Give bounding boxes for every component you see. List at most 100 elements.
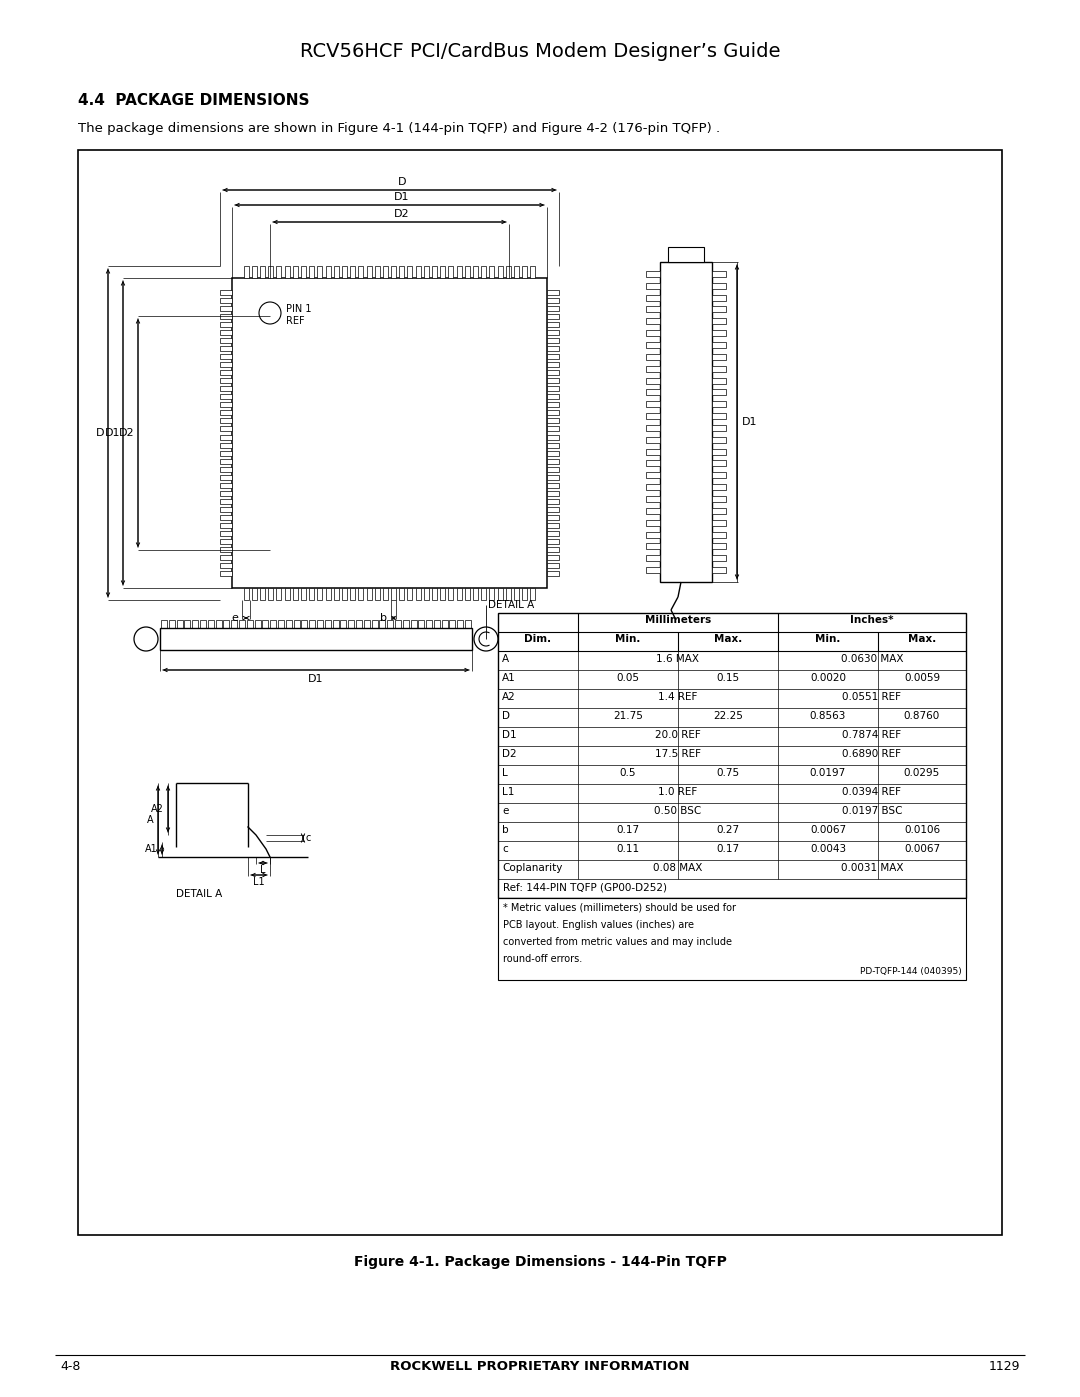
Bar — [489, 588, 495, 599]
Bar — [448, 265, 454, 278]
Bar — [457, 265, 461, 278]
Bar — [301, 620, 308, 629]
Bar — [498, 265, 502, 278]
Bar — [220, 353, 232, 359]
Bar — [220, 298, 232, 303]
Bar — [498, 613, 966, 898]
Bar — [712, 295, 726, 300]
Bar — [514, 588, 519, 599]
Bar — [407, 265, 413, 278]
Bar — [383, 588, 388, 599]
Bar — [546, 379, 559, 383]
Bar — [712, 555, 726, 562]
Bar — [546, 426, 559, 432]
Text: Figure 4-1. Package Dimensions - 144-Pin TQFP: Figure 4-1. Package Dimensions - 144-Pin… — [353, 1255, 727, 1268]
Bar — [546, 419, 559, 423]
Bar — [220, 531, 232, 536]
Bar — [220, 475, 232, 479]
Bar — [356, 620, 362, 629]
Bar — [441, 588, 445, 599]
Text: Coplanarity: Coplanarity — [502, 863, 563, 873]
Bar — [498, 898, 966, 981]
Text: 0.0106: 0.0106 — [904, 826, 940, 835]
Text: 0.15: 0.15 — [716, 673, 740, 683]
Bar — [546, 321, 559, 327]
Bar — [546, 515, 559, 520]
Bar — [276, 265, 282, 278]
Bar — [268, 265, 273, 278]
Bar — [220, 571, 232, 577]
Text: L: L — [260, 865, 266, 875]
Text: 0.7874 REF: 0.7874 REF — [842, 731, 902, 740]
Bar — [546, 306, 559, 310]
Text: b: b — [502, 826, 509, 835]
Bar — [252, 265, 257, 278]
Text: A2: A2 — [502, 692, 516, 703]
Bar — [712, 330, 726, 337]
Bar — [379, 620, 386, 629]
Bar — [244, 588, 248, 599]
Bar — [514, 265, 519, 278]
Bar — [270, 620, 276, 629]
Text: PCB layout. English values (inches) are: PCB layout. English values (inches) are — [503, 921, 694, 930]
Bar — [712, 319, 726, 324]
Text: REF: REF — [286, 316, 305, 326]
Bar — [220, 386, 232, 391]
Bar — [220, 515, 232, 520]
Bar — [669, 247, 704, 263]
Bar — [646, 306, 660, 313]
Bar — [216, 620, 221, 629]
Bar — [220, 458, 232, 464]
Bar — [523, 265, 527, 278]
Bar — [546, 475, 559, 479]
Bar — [646, 437, 660, 443]
Text: D2: D2 — [393, 210, 409, 219]
Bar — [482, 265, 486, 278]
Bar — [318, 265, 322, 278]
Text: 17.5 REF: 17.5 REF — [654, 749, 701, 759]
Bar — [546, 402, 559, 408]
Bar — [400, 265, 404, 278]
Bar — [407, 588, 413, 599]
Bar — [375, 588, 380, 599]
Bar — [231, 620, 238, 629]
Bar — [712, 377, 726, 384]
Bar — [646, 366, 660, 372]
Bar — [546, 507, 559, 513]
Bar — [646, 390, 660, 395]
Bar — [220, 370, 232, 374]
Bar — [712, 567, 726, 573]
Bar — [220, 548, 232, 552]
Bar — [546, 411, 559, 415]
Text: c: c — [502, 844, 508, 854]
Bar — [712, 306, 726, 313]
Bar — [432, 588, 437, 599]
Bar — [448, 588, 454, 599]
Text: 0.8563: 0.8563 — [810, 711, 847, 721]
Bar — [712, 271, 726, 277]
Text: D: D — [502, 711, 510, 721]
Text: Millimeters: Millimeters — [645, 615, 711, 624]
Text: RCV56HCF PCI/CardBus Modem Designer’s Guide: RCV56HCF PCI/CardBus Modem Designer’s Gu… — [300, 42, 780, 61]
Bar — [246, 620, 253, 629]
Bar — [530, 265, 536, 278]
Text: 22.25: 22.25 — [713, 711, 743, 721]
Bar — [442, 620, 448, 629]
Bar — [546, 330, 559, 335]
Bar — [78, 149, 1002, 1235]
Bar — [457, 620, 463, 629]
Bar — [220, 419, 232, 423]
Bar — [464, 588, 470, 599]
Text: Dim.: Dim. — [525, 634, 552, 644]
Text: 0.6890 REF: 0.6890 REF — [842, 749, 902, 759]
Bar — [278, 620, 284, 629]
Text: D2: D2 — [502, 749, 516, 759]
Bar — [646, 532, 660, 538]
Bar — [316, 620, 323, 629]
Bar — [207, 620, 214, 629]
Bar — [660, 263, 712, 583]
Bar — [350, 588, 355, 599]
Bar — [423, 588, 429, 599]
Text: * Metric values (millimeters) should be used for: * Metric values (millimeters) should be … — [503, 902, 735, 914]
Bar — [546, 467, 559, 472]
